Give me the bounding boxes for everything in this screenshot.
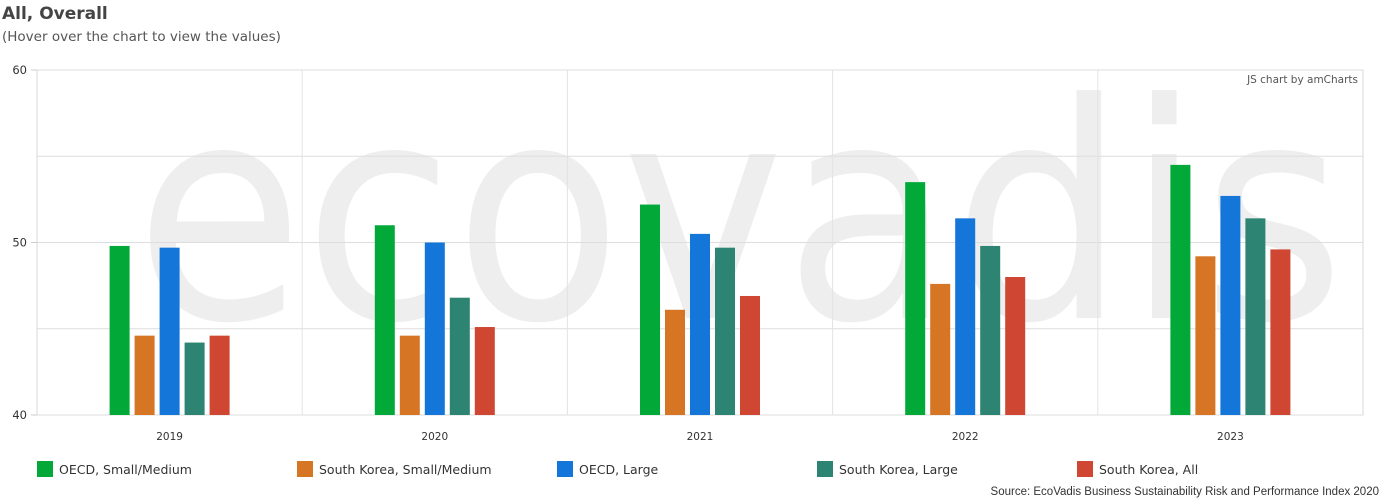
chart-title: All, Overall (2, 4, 108, 24)
x-tick-label: 2021 (687, 431, 714, 443)
legend-label: South Korea, All (1099, 461, 1199, 477)
x-tick-label: 2022 (952, 431, 979, 443)
legend-label: South Korea, Large (839, 461, 958, 477)
bar-2020-2[interactable] (424, 242, 445, 416)
y-tick-label: 60 (12, 63, 27, 77)
bar-2021-4[interactable] (740, 295, 760, 415)
y-tick-label: 50 (12, 236, 27, 250)
legend-swatch (297, 461, 313, 477)
bar-2022-3[interactable] (980, 245, 1001, 415)
legend-label: OECD, Small/Medium (59, 461, 192, 477)
x-tick-label: 2019 (156, 431, 183, 443)
legend-item[interactable]: South Korea, Large (817, 461, 958, 477)
legend-swatch (557, 461, 573, 477)
bar-2021-1[interactable] (665, 309, 685, 415)
legend-swatch (817, 461, 833, 477)
bar-2020-3[interactable] (449, 297, 470, 415)
chart-legend: OECD, Small/Medium South Korea, Small/Med… (37, 461, 1357, 481)
legend-label: OECD, Large (579, 461, 659, 477)
x-tick-label: 2023 (1217, 431, 1244, 443)
bar-2020-1[interactable] (399, 335, 420, 415)
bar-2020-0[interactable] (374, 225, 395, 415)
bar-2019-1[interactable] (134, 335, 155, 415)
bar-2019-3[interactable] (184, 342, 205, 415)
bar-2019-0[interactable] (109, 245, 130, 415)
bar-2022-1[interactable] (930, 283, 951, 415)
bar-2019-2[interactable] (159, 247, 180, 415)
legend-swatch (1077, 461, 1093, 477)
bar-2021-2[interactable] (690, 233, 710, 415)
legend-item[interactable]: OECD, Small/Medium (37, 461, 192, 477)
legend-item[interactable]: South Korea, Small/Medium (297, 461, 492, 477)
bar-2022-0[interactable] (905, 182, 926, 415)
bar-2022-2[interactable] (955, 218, 976, 415)
bar-2023-2[interactable] (1220, 195, 1241, 415)
source-note: Source: EcoVadis Business Sustainability… (990, 486, 1379, 498)
y-tick-label: 40 (12, 408, 27, 422)
bar-2020-4[interactable] (474, 327, 495, 415)
bar-2021-0[interactable] (640, 204, 660, 415)
legend-label: South Korea, Small/Medium (319, 461, 492, 477)
legend-item[interactable]: South Korea, All (1077, 461, 1198, 477)
bar-2023-4[interactable] (1270, 249, 1291, 415)
x-tick-label: 2020 (421, 431, 448, 443)
chart-subtitle: (Hover over the chart to view the values… (2, 29, 281, 45)
bar-2023-1[interactable] (1195, 256, 1216, 415)
bar-2021-3[interactable] (715, 247, 735, 415)
bar-2022-4[interactable] (1005, 277, 1026, 415)
bar-2019-4[interactable] (209, 335, 230, 415)
legend-item[interactable]: OECD, Large (557, 461, 658, 477)
bar-2023-0[interactable] (1170, 164, 1191, 415)
legend-swatch (37, 461, 53, 477)
bar-2023-3[interactable] (1245, 218, 1266, 415)
amcharts-credit[interactable]: JS chart by amCharts (1246, 74, 1358, 86)
